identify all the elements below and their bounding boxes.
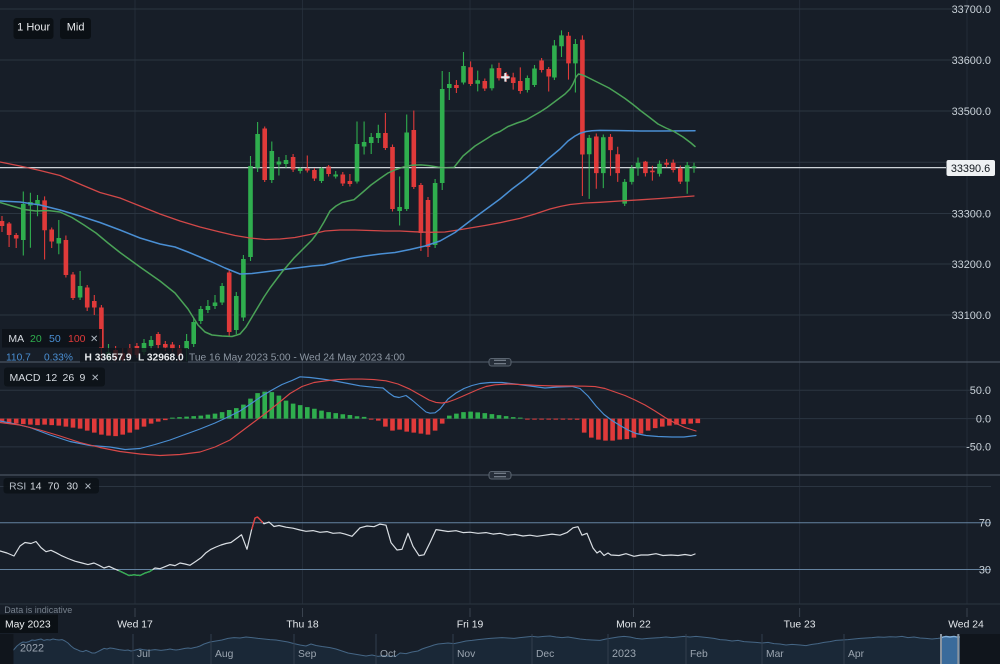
svg-text:33600.0: 33600.0 [952,55,991,67]
svg-text:✕: ✕ [91,373,99,384]
svg-text:Feb: Feb [690,649,708,660]
svg-text:26: 26 [63,372,75,384]
svg-text:33100.0: 33100.0 [952,310,991,322]
svg-text:0.33%: 0.33% [44,353,73,364]
svg-text:Mar: Mar [766,649,784,660]
svg-text:L 32968.0: L 32968.0 [138,353,184,364]
svg-text:0.0: 0.0 [976,413,991,425]
svg-text:Fri 19: Fri 19 [457,619,484,630]
svg-text:Wed 17: Wed 17 [117,619,153,630]
svg-text:Jul: Jul [137,649,150,660]
svg-text:12: 12 [46,372,58,384]
svg-text:50: 50 [49,333,61,345]
svg-text:Tue 16 May 2023 5:00 - Wed 24: Tue 16 May 2023 5:00 - Wed 24 May 2023 4… [189,353,405,364]
svg-text:Sep: Sep [298,649,317,660]
svg-text:33700.0: 33700.0 [952,4,991,16]
svg-text:110.7: 110.7 [6,353,31,364]
svg-text:30: 30 [979,564,991,576]
svg-text:H 33657.9: H 33657.9 [85,353,132,364]
svg-text:70: 70 [48,482,60,493]
svg-text:50.0: 50.0 [970,385,991,397]
svg-text:33300.0: 33300.0 [952,208,991,220]
svg-text:9: 9 [80,372,86,384]
svg-text:Wed 24: Wed 24 [948,619,984,630]
svg-text:14: 14 [30,482,42,493]
svg-text:33500.0: 33500.0 [952,106,991,118]
svg-text:Oct: Oct [380,649,396,660]
svg-text:Dec: Dec [536,649,554,660]
svg-text:-50.0: -50.0 [966,442,991,454]
svg-text:✕: ✕ [84,482,92,493]
svg-text:MA: MA [8,333,24,345]
svg-text:20: 20 [30,333,42,345]
svg-text:100: 100 [68,333,86,345]
svg-text:1 Hour: 1 Hour [17,22,50,34]
svg-text:Apr: Apr [848,649,865,660]
svg-text:33200.0: 33200.0 [952,259,991,271]
svg-text:✕: ✕ [90,334,98,345]
svg-text:30: 30 [67,482,79,493]
svg-text:RSI: RSI [9,482,26,493]
svg-text:Data is indicative: Data is indicative [4,605,72,615]
svg-text:70: 70 [979,518,991,530]
svg-text:Aug: Aug [215,649,234,660]
svg-text:May 2023: May 2023 [5,619,51,630]
svg-text:33390.6: 33390.6 [951,163,990,175]
svg-text:Thu 18: Thu 18 [286,619,319,630]
svg-text:Mon 22: Mon 22 [616,619,651,630]
svg-text:Mid: Mid [67,22,85,34]
svg-text:2023: 2023 [612,648,636,660]
svg-text:2022: 2022 [20,643,44,655]
svg-text:Nov: Nov [457,649,476,660]
svg-text:MACD: MACD [10,372,41,384]
svg-text:Tue 23: Tue 23 [784,619,816,630]
